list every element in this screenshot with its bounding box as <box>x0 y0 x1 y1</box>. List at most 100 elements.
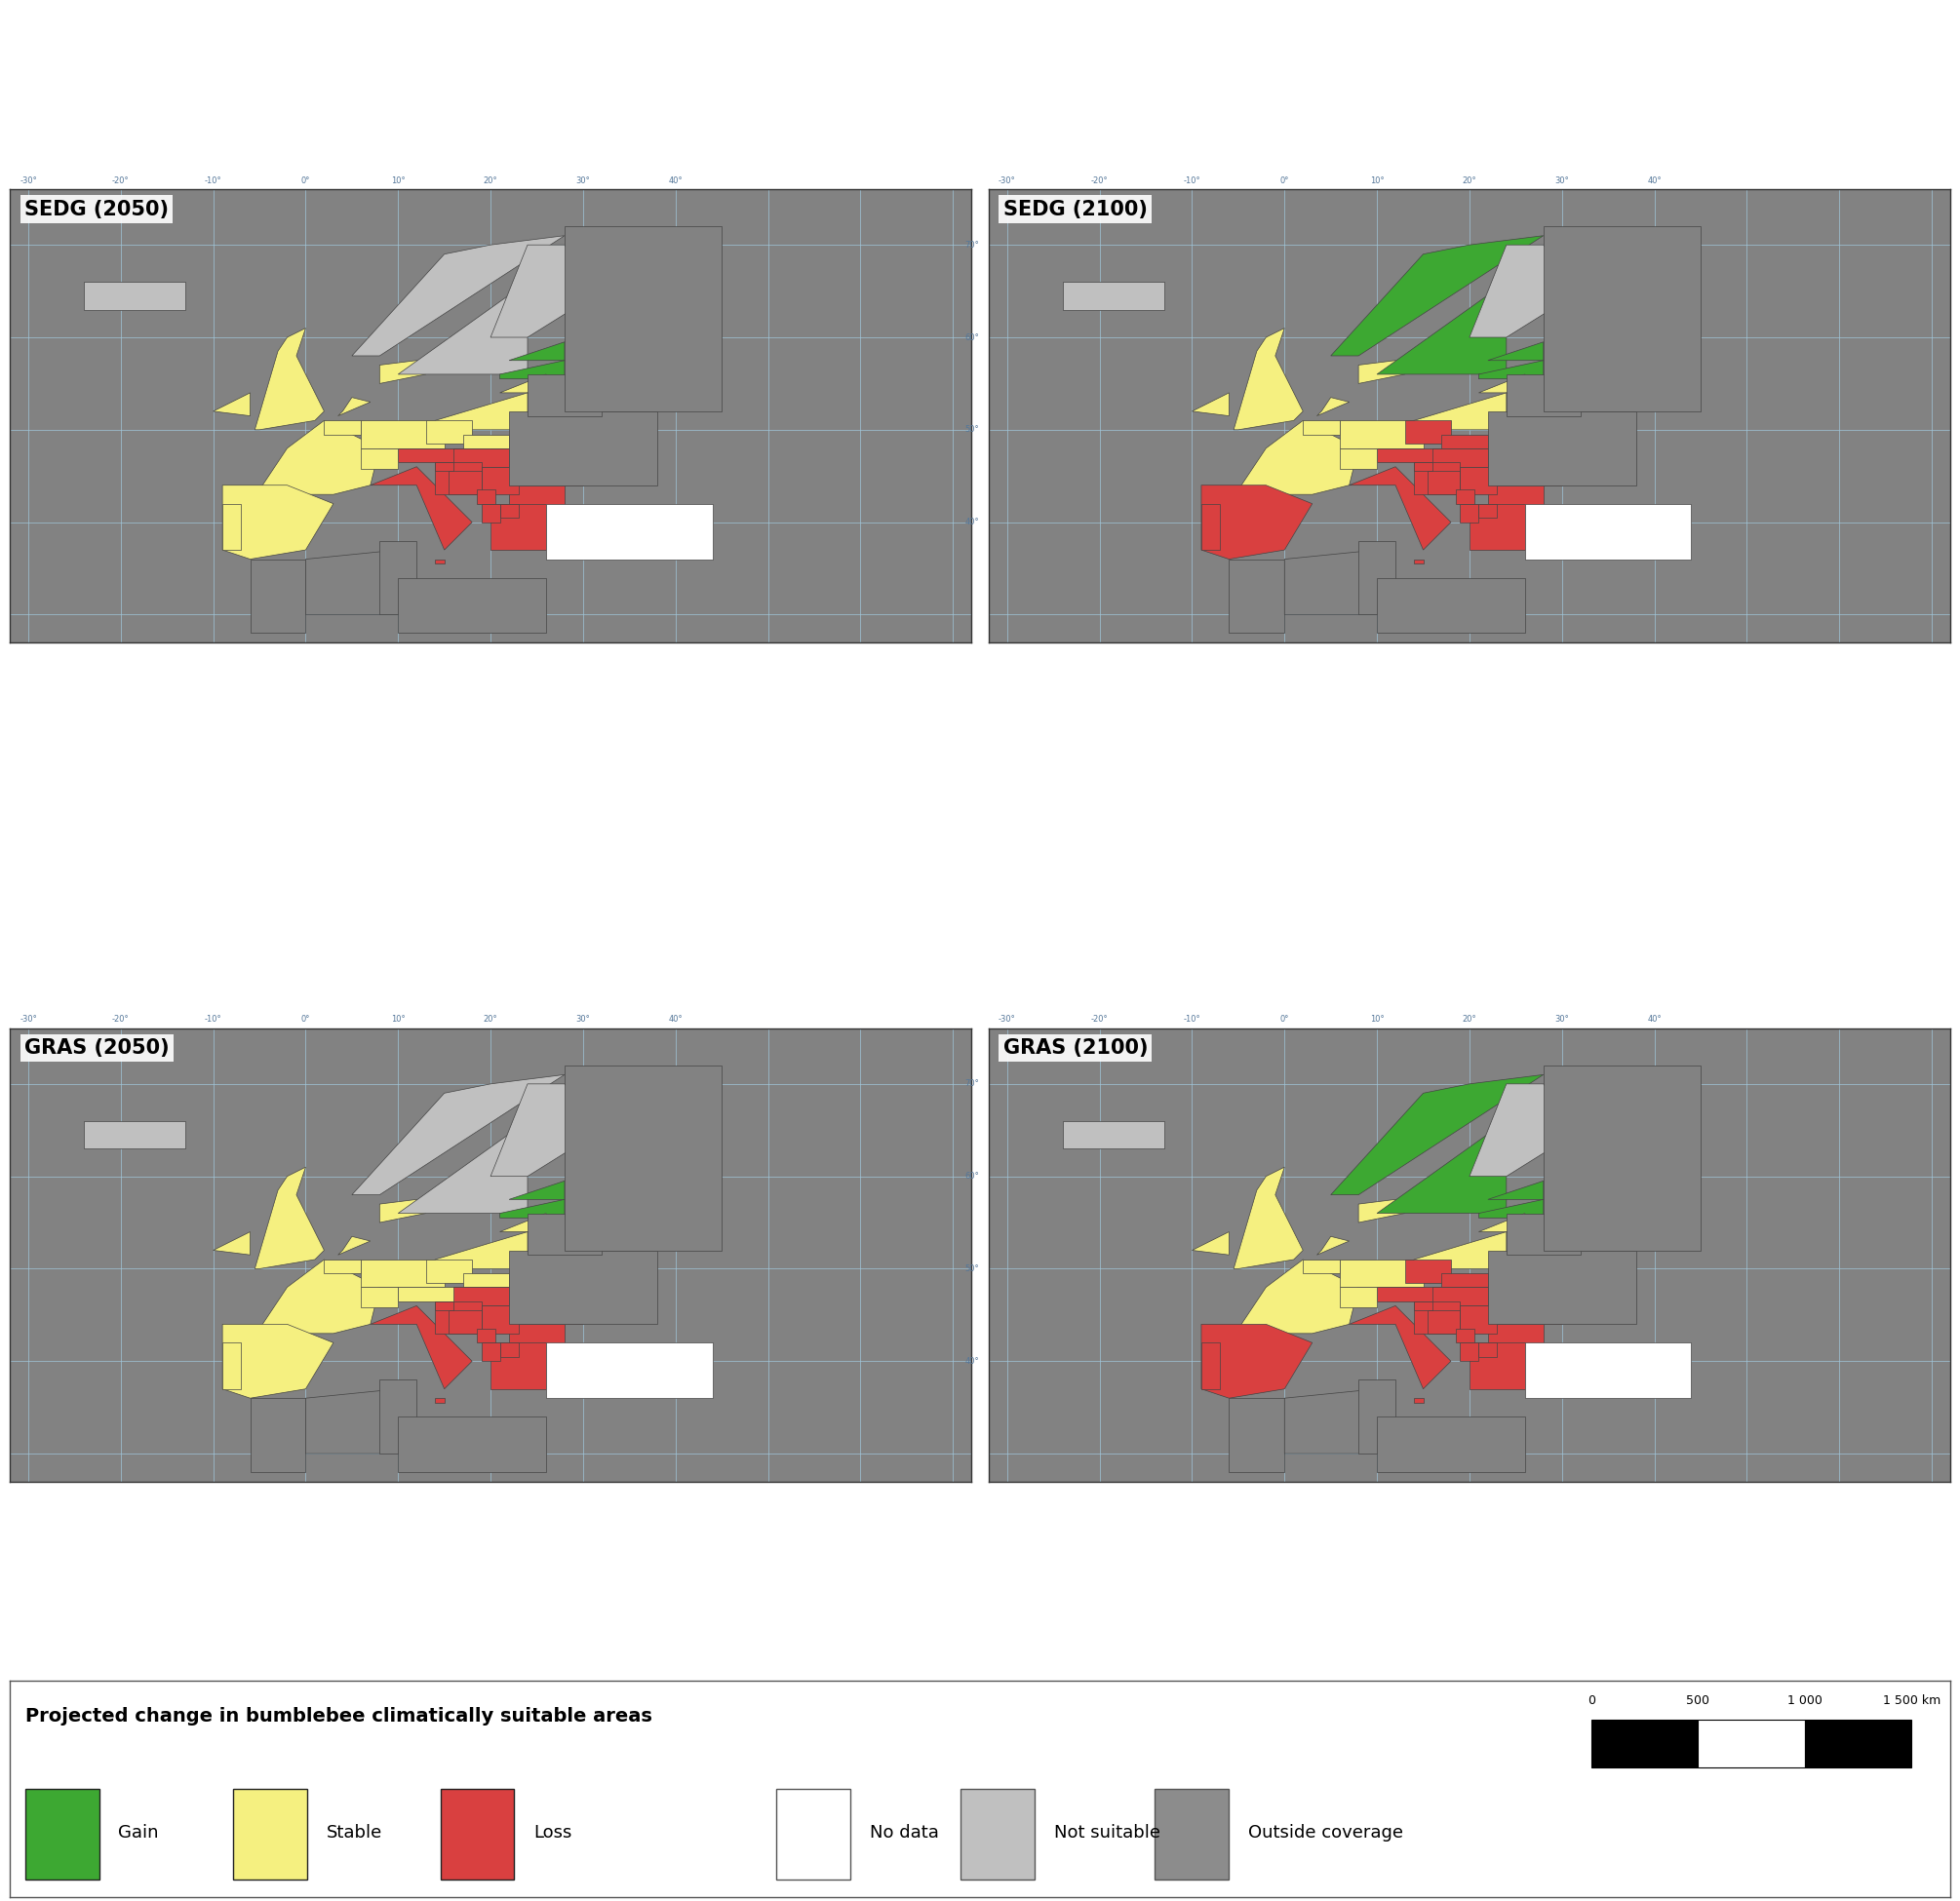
Text: 70°: 70° <box>964 1080 980 1087</box>
Polygon shape <box>84 1122 186 1148</box>
Text: -20°: -20° <box>112 1015 129 1025</box>
Polygon shape <box>564 1065 721 1251</box>
Text: 40°: 40° <box>964 1357 980 1365</box>
Bar <box>1805 1720 1911 1768</box>
Polygon shape <box>1460 1306 1497 1333</box>
Polygon shape <box>449 1310 482 1333</box>
Polygon shape <box>510 342 564 361</box>
Polygon shape <box>1543 226 1701 411</box>
Text: 40°: 40° <box>1646 1015 1662 1025</box>
Text: -10°: -10° <box>1184 177 1201 184</box>
Polygon shape <box>1378 1122 1507 1213</box>
Polygon shape <box>1413 1300 1433 1310</box>
Bar <box>1697 1720 1805 1768</box>
Text: No data: No data <box>870 1823 939 1842</box>
Polygon shape <box>435 1232 527 1268</box>
Bar <box>960 1789 1035 1880</box>
Polygon shape <box>1229 559 1284 633</box>
Text: 0°: 0° <box>1280 1015 1290 1025</box>
Text: 60°: 60° <box>964 1171 980 1181</box>
Text: GRAS (2100): GRAS (2100) <box>1004 1038 1149 1057</box>
Polygon shape <box>490 245 602 336</box>
Polygon shape <box>398 578 547 633</box>
Polygon shape <box>323 420 361 433</box>
Polygon shape <box>1478 504 1497 517</box>
Polygon shape <box>337 1236 370 1255</box>
Polygon shape <box>1413 394 1507 430</box>
Polygon shape <box>1456 1329 1474 1342</box>
Polygon shape <box>259 420 380 494</box>
Polygon shape <box>500 361 564 378</box>
Polygon shape <box>353 1074 564 1196</box>
Polygon shape <box>510 1287 582 1325</box>
Polygon shape <box>1378 1416 1525 1471</box>
Polygon shape <box>510 485 564 508</box>
Text: -30°: -30° <box>998 177 1015 184</box>
Polygon shape <box>1443 433 1488 449</box>
Polygon shape <box>500 374 547 394</box>
Bar <box>25 1789 100 1880</box>
Text: Outside coverage: Outside coverage <box>1249 1823 1403 1842</box>
Text: 30°: 30° <box>576 1015 590 1025</box>
Polygon shape <box>1192 1232 1229 1255</box>
Bar <box>1154 1789 1229 1880</box>
Polygon shape <box>500 1200 564 1219</box>
Text: Projected change in bumblebee climatically suitable areas: Projected change in bumblebee climatical… <box>25 1707 653 1726</box>
Polygon shape <box>255 329 323 430</box>
Bar <box>1592 1720 1697 1768</box>
Polygon shape <box>398 449 463 462</box>
Polygon shape <box>1525 1342 1691 1397</box>
Polygon shape <box>1413 462 1460 494</box>
Polygon shape <box>221 504 241 549</box>
Polygon shape <box>1443 1274 1488 1287</box>
Polygon shape <box>435 394 527 430</box>
Polygon shape <box>380 1380 417 1454</box>
Text: 10°: 10° <box>1370 177 1384 184</box>
Text: 50°: 50° <box>964 1264 980 1274</box>
Polygon shape <box>221 1342 241 1390</box>
Polygon shape <box>1358 1380 1396 1454</box>
Text: 40°: 40° <box>668 1015 682 1025</box>
Polygon shape <box>1433 1287 1488 1306</box>
Polygon shape <box>221 1325 333 1397</box>
Bar <box>776 1789 851 1880</box>
Polygon shape <box>435 1300 482 1333</box>
Polygon shape <box>1358 361 1405 384</box>
Polygon shape <box>353 236 564 355</box>
Polygon shape <box>1525 504 1691 559</box>
Polygon shape <box>1348 468 1450 549</box>
Polygon shape <box>482 1342 500 1361</box>
Polygon shape <box>476 490 496 504</box>
Polygon shape <box>1303 1260 1341 1274</box>
Text: Not suitable: Not suitable <box>1054 1823 1160 1842</box>
Polygon shape <box>1233 1167 1303 1268</box>
Text: 20°: 20° <box>1462 1015 1476 1025</box>
Polygon shape <box>1478 374 1525 394</box>
Polygon shape <box>214 394 251 416</box>
Polygon shape <box>564 226 721 411</box>
Polygon shape <box>547 504 713 559</box>
Polygon shape <box>1331 236 1543 355</box>
Polygon shape <box>1433 449 1488 468</box>
Polygon shape <box>1201 1325 1313 1397</box>
Polygon shape <box>1427 1310 1460 1333</box>
Text: -30°: -30° <box>20 177 37 184</box>
Polygon shape <box>1317 397 1348 416</box>
Polygon shape <box>1378 449 1443 462</box>
Polygon shape <box>398 1416 547 1471</box>
Text: 500: 500 <box>1686 1694 1709 1707</box>
Text: 60°: 60° <box>964 333 980 342</box>
Polygon shape <box>1460 468 1497 494</box>
Text: 0°: 0° <box>302 177 310 184</box>
Polygon shape <box>1413 1300 1460 1333</box>
Text: Loss: Loss <box>533 1823 572 1842</box>
Polygon shape <box>527 374 602 416</box>
Text: -20°: -20° <box>1092 177 1107 184</box>
Polygon shape <box>84 281 186 310</box>
Polygon shape <box>1460 1342 1478 1361</box>
Polygon shape <box>1284 1390 1378 1454</box>
Polygon shape <box>1358 540 1396 614</box>
Text: -20°: -20° <box>1092 1015 1107 1025</box>
Text: 50°: 50° <box>964 426 980 433</box>
Polygon shape <box>500 1213 547 1232</box>
